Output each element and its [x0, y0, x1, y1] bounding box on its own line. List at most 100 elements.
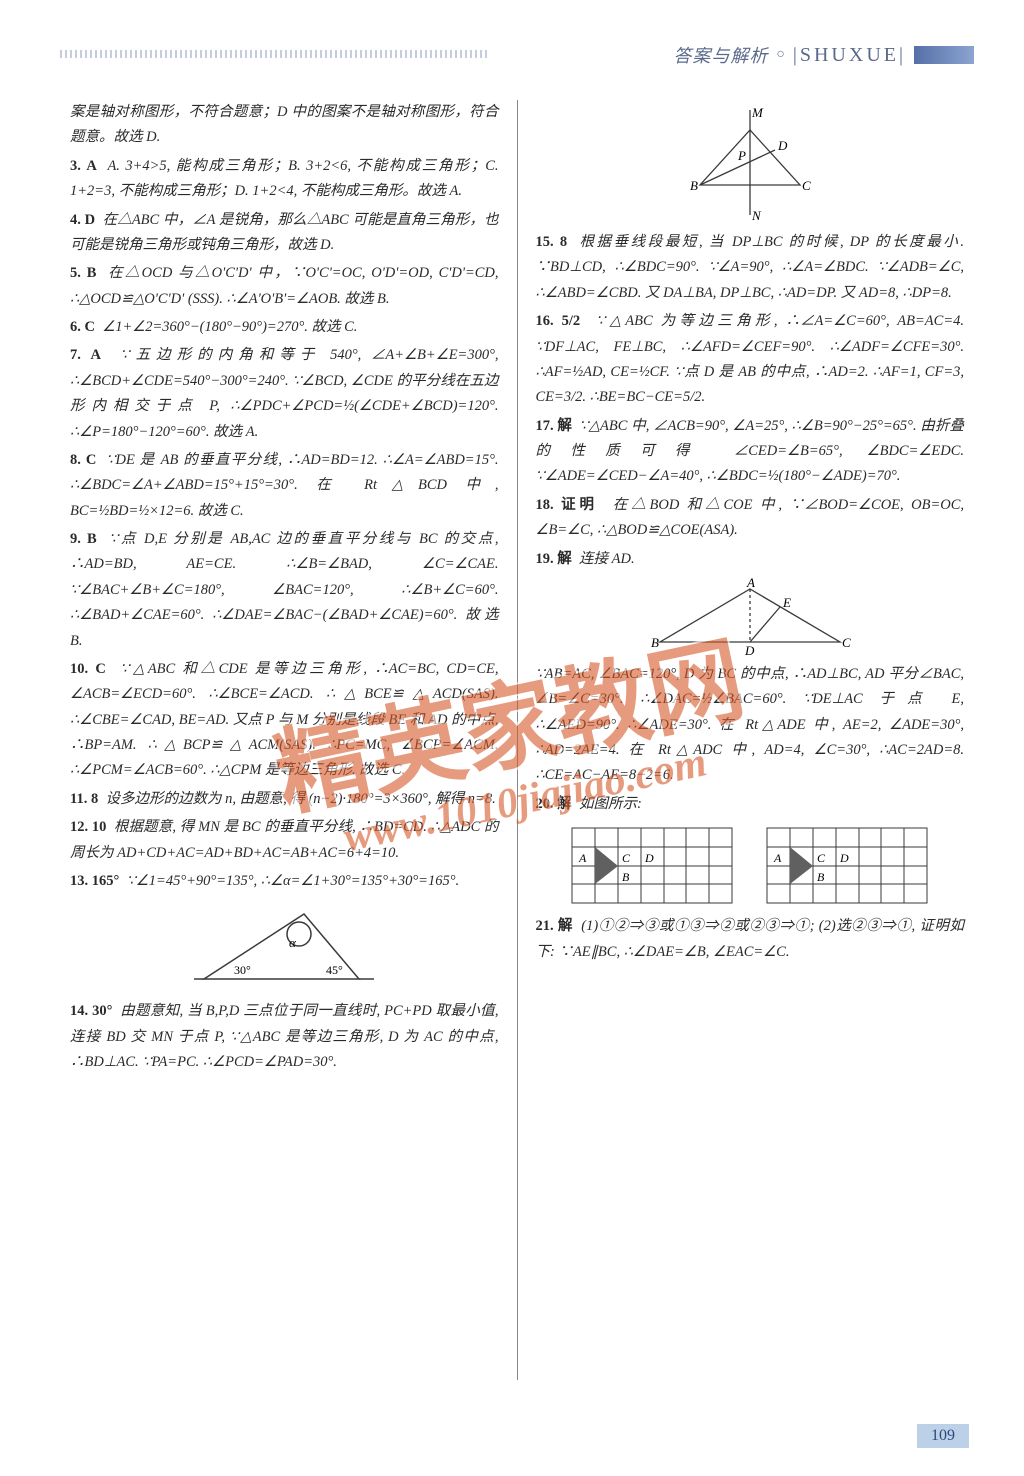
page-number: 109 — [917, 1424, 969, 1448]
grid-label-C: C — [622, 851, 631, 865]
item-num: 17. — [536, 418, 554, 434]
item-text: 在△ABC 中，∠A 是锐角，那么△ABC 可能是直角三角形，也可能是锐角三角形… — [70, 212, 499, 253]
item-num: 11. — [70, 791, 87, 807]
grid-label-C: C — [817, 851, 826, 865]
item-10: 10. C ∵△ABC 和△CDE 是等边三角形, ∴AC=BC, CD=CE,… — [70, 657, 499, 784]
page-root: 答案与解析 ○ |SHUXUE| 案是轴对称图形，不符合题意；D 中的图案不是轴… — [0, 0, 1024, 1476]
header-brand: |SHUXUE| — [793, 44, 906, 67]
item-9: 9. B ∵点 D,E 分别是 AB,AC 边的垂直平分线与 BC 的交点, ∴… — [70, 527, 499, 654]
item-text: ∵AB=AC, ∠BAC=120°, D 为 BC 的中点, ∴AD⊥BC, A… — [536, 666, 965, 784]
item-answer: 8 — [91, 791, 98, 807]
angle-30-label: 30° — [234, 963, 251, 977]
label-E: E — [782, 595, 791, 610]
grid-label-A: A — [578, 851, 587, 865]
diagram-20-container: A C D B A C D B — [536, 823, 965, 908]
item-6: 6. C ∠1+∠2=360°−(180°−90°)=270°. 故选 C. — [70, 315, 499, 340]
label-A: A — [746, 577, 755, 590]
item-answer: 解 — [557, 796, 572, 812]
item-answer: A — [91, 347, 101, 363]
item-16: 16. 5/2 ∵△ABC 为等边三角形, ∴∠A=∠C=60°, AB=AC=… — [536, 309, 965, 411]
item-text: 在△OCD 与△O'C'D' 中，∵O'C'=OC, O'D'=OD, C'D'… — [70, 265, 499, 306]
label-P: P — [737, 148, 746, 163]
item-19-cont: ∵AB=AC, ∠BAC=120°, D 为 BC 的中点, ∴AD⊥BC, A… — [536, 662, 965, 789]
item-num: 15. — [536, 234, 554, 250]
item-num: 3. — [70, 158, 81, 174]
diagram-top: M D P B C N — [670, 105, 830, 225]
item-answer: 10 — [92, 819, 107, 835]
header-section-title: 答案与解析 — [673, 42, 768, 68]
item-13: 13. 165° ∵∠1=45°+90°=135°, ∴∠α=∠1+30°=13… — [70, 869, 499, 894]
item-num: 16. — [536, 313, 554, 329]
item-answer: 证明 — [561, 497, 598, 513]
item-15: 15. 8 根据垂线段最短, 当 DP⊥BC 的时候, DP 的长度最小. ∵B… — [536, 230, 965, 306]
item-4: 4. D 在△ABC 中，∠A 是锐角，那么△ABC 可能是直角三角形，也可能是… — [70, 208, 499, 259]
item-num: 6. — [70, 319, 81, 335]
label-M: M — [751, 105, 764, 120]
item-text: ∵五边形的内角和等于 540°, ∠A+∠B+∠E=300°, ∴∠BCD+∠C… — [70, 347, 499, 439]
item-21: 21. 解 (1)①②⇒③或①③⇒②或②③⇒①; (2)选②③⇒①, 证明如下:… — [536, 914, 965, 965]
item-answer: C — [85, 319, 95, 335]
item-text: (1)①②⇒③或①③⇒②或②③⇒①; (2)选②③⇒①, 证明如下: ∵AE∥B… — [536, 918, 965, 959]
item-answer: C — [86, 452, 96, 468]
header-bullet-icon: ○ — [776, 47, 784, 63]
label-C: C — [802, 178, 811, 193]
item-7: 7. A ∵五边形的内角和等于 540°, ∠A+∠B+∠E=300°, ∴∠B… — [70, 343, 499, 445]
item-answer: 30° — [92, 1003, 112, 1019]
item-num: 10. — [70, 661, 88, 677]
label-N: N — [751, 208, 762, 223]
item-18: 18. 证明 在△BOD 和△COE 中, ∵∠BOD=∠COE, OB=OC,… — [536, 493, 965, 544]
item-3: 3. A A. 3+4>5, 能构成三角形；B. 3+2<6, 不能构成三角形；… — [70, 154, 499, 205]
item-text: ∠1+∠2=360°−(180°−90°)=270°. 故选 C. — [102, 319, 357, 335]
angle-alpha-label: α — [289, 935, 297, 950]
item-12: 12. 10 根据题意, 得 MN 是 BC 的垂直平分线, ∴BD=CD. ∴… — [70, 815, 499, 866]
item-text: A. 3+4>5, 能构成三角形；B. 3+2<6, 不能构成三角形；C. 1+… — [70, 158, 499, 199]
label-C: C — [842, 635, 851, 650]
grid-label-D: D — [644, 851, 654, 865]
item-answer: C — [95, 661, 105, 677]
item-answer: 5/2 — [562, 313, 581, 329]
item-text: 根据垂线段最短, 当 DP⊥BC 的时候, DP 的长度最小. ∵BD⊥CD, … — [536, 234, 965, 301]
grid-label-D: D — [839, 851, 849, 865]
item-answer: A — [86, 158, 96, 174]
item-text: 连接 AD. — [579, 551, 635, 567]
item-text: 根据题意, 得 MN 是 BC 的垂直平分线, ∴BD=CD. ∴△ADC 的周… — [70, 819, 499, 860]
item-8: 8. C ∵DE 是 AB 的垂直平分线, ∴AD=BD=12. ∴∠A=∠AB… — [70, 448, 499, 524]
grid-label-A: A — [773, 851, 782, 865]
item-text: 如图所示: — [579, 796, 642, 812]
content-columns: 案是轴对称图形，不符合题意；D 中的图案不是轴对称图形，符合题意。故选 D. 3… — [60, 100, 974, 1380]
item-text: ∵△ABC 和△CDE 是等边三角形, ∴AC=BC, CD=CE, ∠ACB=… — [70, 661, 499, 779]
item-num: 4. — [70, 212, 81, 228]
item-19: 19. 解 连接 AD. — [536, 547, 965, 572]
grid-label-B: B — [817, 870, 825, 884]
label-D: D — [744, 643, 755, 657]
item-text: 由题意知, 当 B,P,D 三点位于同一直线时, PC+PD 取最小值, 连接 … — [70, 1003, 499, 1070]
item-num: 14. — [70, 1003, 88, 1019]
header: 答案与解析 ○ |SHUXUE| — [673, 42, 974, 68]
item-text: ∵点 D,E 分别是 AB,AC 边的垂直平分线与 BC 的交点, ∴AD=BD… — [70, 531, 499, 649]
label-B: B — [690, 178, 698, 193]
item-num: 18. — [536, 497, 554, 513]
item-text: ∵∠1=45°+90°=135°, ∴∠α=∠1+30°=135°+30°=16… — [127, 873, 460, 889]
item-num: 8. — [70, 452, 81, 468]
item-num: 5. — [70, 265, 81, 281]
item-num: 21. — [536, 918, 554, 934]
item-answer: 解 — [558, 918, 573, 934]
header-brand-text: SHUXUE — [800, 44, 899, 66]
item-11: 11. 8 设多边形的边数为 n, 由题意, 得 (n−2)·180°=3×36… — [70, 787, 499, 812]
item-answer: 解 — [557, 551, 572, 567]
item-answer: B — [87, 531, 97, 547]
item-20: 20. 解 如图所示: — [536, 792, 965, 817]
item-num: 13. — [70, 873, 88, 889]
item-answer: 165° — [92, 873, 120, 889]
item-text: 设多边形的边数为 n, 由题意, 得 (n−2)·180°=3×360°, 解得… — [105, 791, 495, 807]
item-14: 14. 30° 由题意知, 当 B,P,D 三点位于同一直线时, PC+PD 取… — [70, 999, 499, 1075]
header-gradient-bar — [914, 46, 974, 64]
diagram-19: A E B D C — [645, 577, 855, 657]
header-dot-strip — [60, 50, 490, 58]
item-5: 5. B 在△OCD 与△O'C'D' 中，∵O'C'=OC, O'D'=OD,… — [70, 261, 499, 312]
item-num: 12. — [70, 819, 88, 835]
label-D: D — [777, 138, 788, 153]
angle-45-label: 45° — [326, 963, 343, 977]
item-answer: B — [87, 265, 97, 281]
item-num: 7. — [70, 347, 81, 363]
